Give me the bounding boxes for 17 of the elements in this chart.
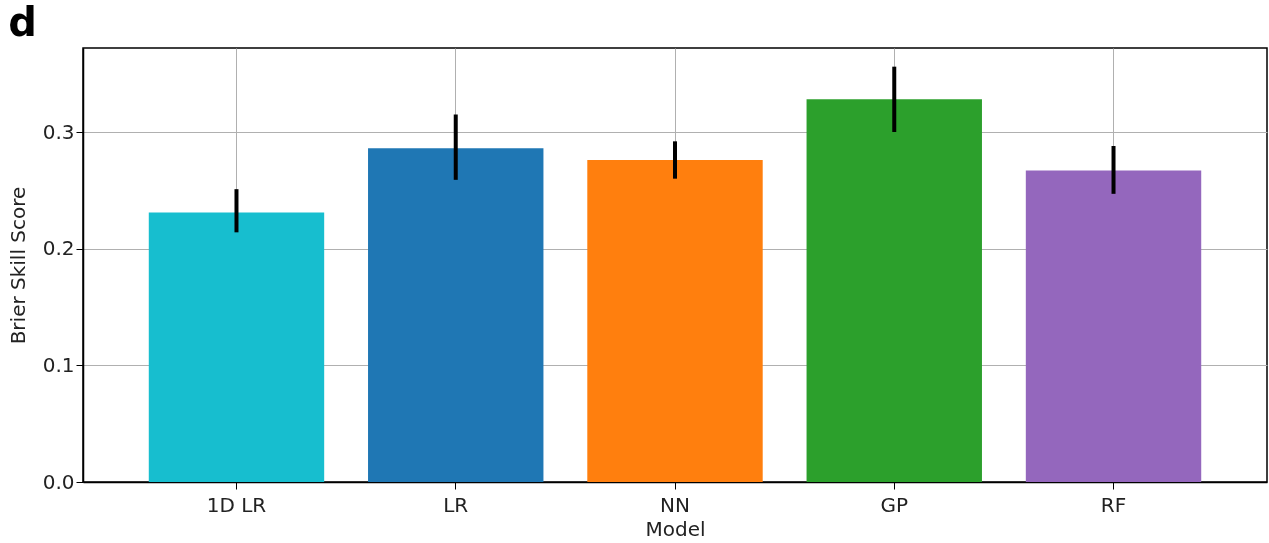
x-tick-label: NN <box>660 492 690 517</box>
y-tick-label: 0.1 <box>42 352 75 377</box>
y-tick-label: 0.3 <box>42 119 75 144</box>
bar <box>587 160 763 482</box>
x-tick-label: GP <box>880 492 909 517</box>
chart-title: d <box>8 0 37 45</box>
y-tick-label: 0.0 <box>42 469 75 494</box>
bar <box>806 99 982 482</box>
bar <box>148 212 325 482</box>
x-tick-label: RF <box>1100 492 1127 517</box>
x-tick-label: LR <box>443 492 469 517</box>
bar <box>1025 170 1202 482</box>
x-axis-title: Model <box>645 516 706 541</box>
bar <box>368 148 544 482</box>
y-axis-title: Brier Skill Score <box>5 186 30 345</box>
x-tick-label: 1D LR <box>206 492 267 517</box>
y-tick-label: 0.2 <box>42 236 75 261</box>
